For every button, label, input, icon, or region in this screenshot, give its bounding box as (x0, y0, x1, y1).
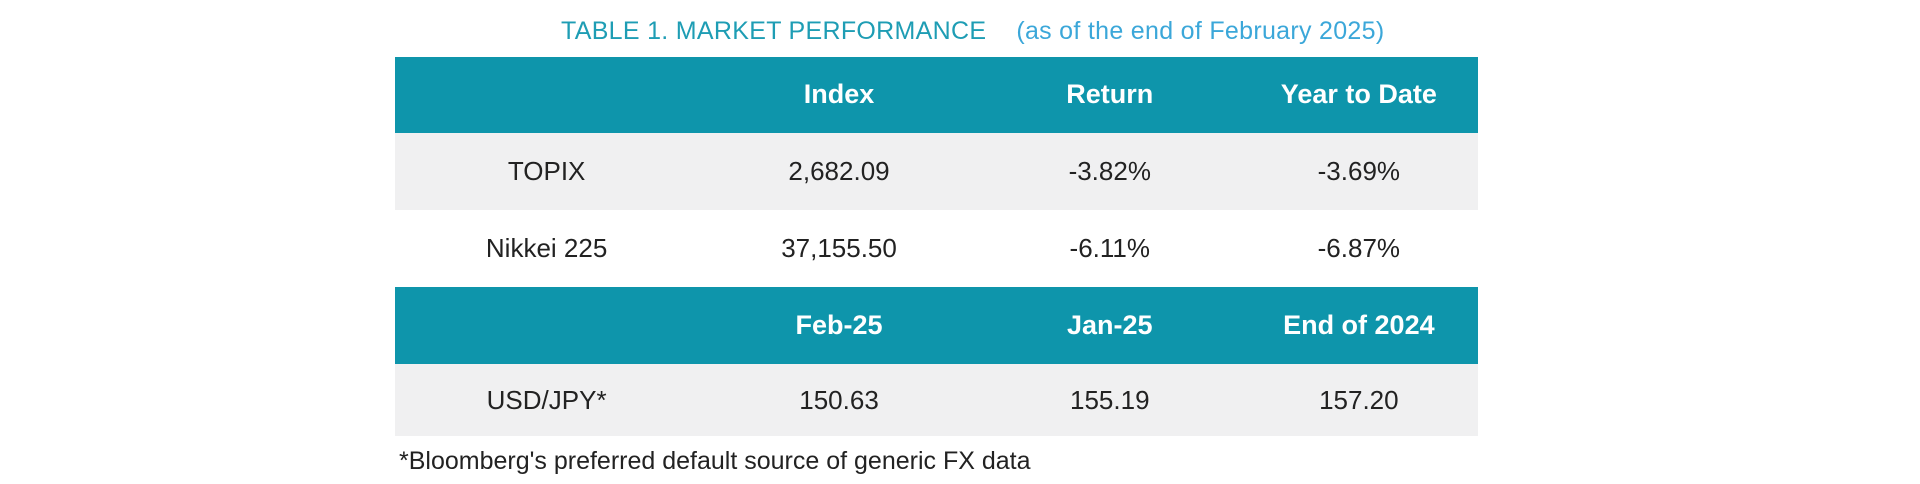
market-performance-table: Index Return Year to Date TOPIX 2,682.09… (395, 57, 1478, 436)
row-label-usdjpy: USD/JPY* (486, 384, 607, 415)
table-title-main: TABLE 1. MARKET PERFORMANCE (561, 17, 987, 45)
usdjpy-feb25-value: 150.63 (799, 384, 879, 415)
row-label-nikkei-225: Nikkei 225 (485, 233, 608, 264)
table-row-topix: TOPIX 2,682.09 -3.82% -3.69% (395, 133, 1478, 210)
footnote: *Bloomberg's preferred default source of… (399, 447, 1031, 475)
topix-ytd-value: -3.69% (1317, 156, 1401, 187)
header-cell-return: Return (1066, 79, 1154, 110)
nikkei-ytd-value: -6.87% (1317, 233, 1401, 264)
header-cell-end-of-2024: End of 2024 (1283, 309, 1435, 340)
nikkei-return-value: -6.11% (1069, 233, 1150, 264)
table-row-nikkei-225: Nikkei 225 37,155.50 -6.11% -6.87% (395, 210, 1478, 287)
table-title-suffix: (as of the end of February 2025) (1016, 17, 1385, 45)
topix-return-value: -3.82% (1068, 156, 1151, 187)
header-cell-year-to-date: Year to Date (1280, 79, 1437, 110)
usdjpy-end2024-value: 157.20 (1319, 384, 1399, 415)
header-cell-feb-25: Feb-25 (795, 309, 883, 340)
fx-header-row: Feb-25 Jan-25 End of 2024 (395, 287, 1478, 364)
header-cell-jan-25: Jan-25 (1066, 309, 1153, 340)
nikkei-index-value: 37,155.50 (781, 233, 897, 264)
table-title: TABLE 1. MARKET PERFORMANCE (as of the en… (561, 17, 1384, 46)
header-cell-index: Index (803, 79, 875, 110)
topix-index-value: 2,682.09 (788, 156, 890, 187)
usdjpy-jan25-value: 155.19 (1070, 384, 1150, 415)
table-row-usdjpy: USD/JPY* 150.63 155.19 157.20 (395, 364, 1478, 436)
row-label-topix: TOPIX (507, 156, 586, 187)
index-header-row: Index Return Year to Date (395, 57, 1478, 133)
